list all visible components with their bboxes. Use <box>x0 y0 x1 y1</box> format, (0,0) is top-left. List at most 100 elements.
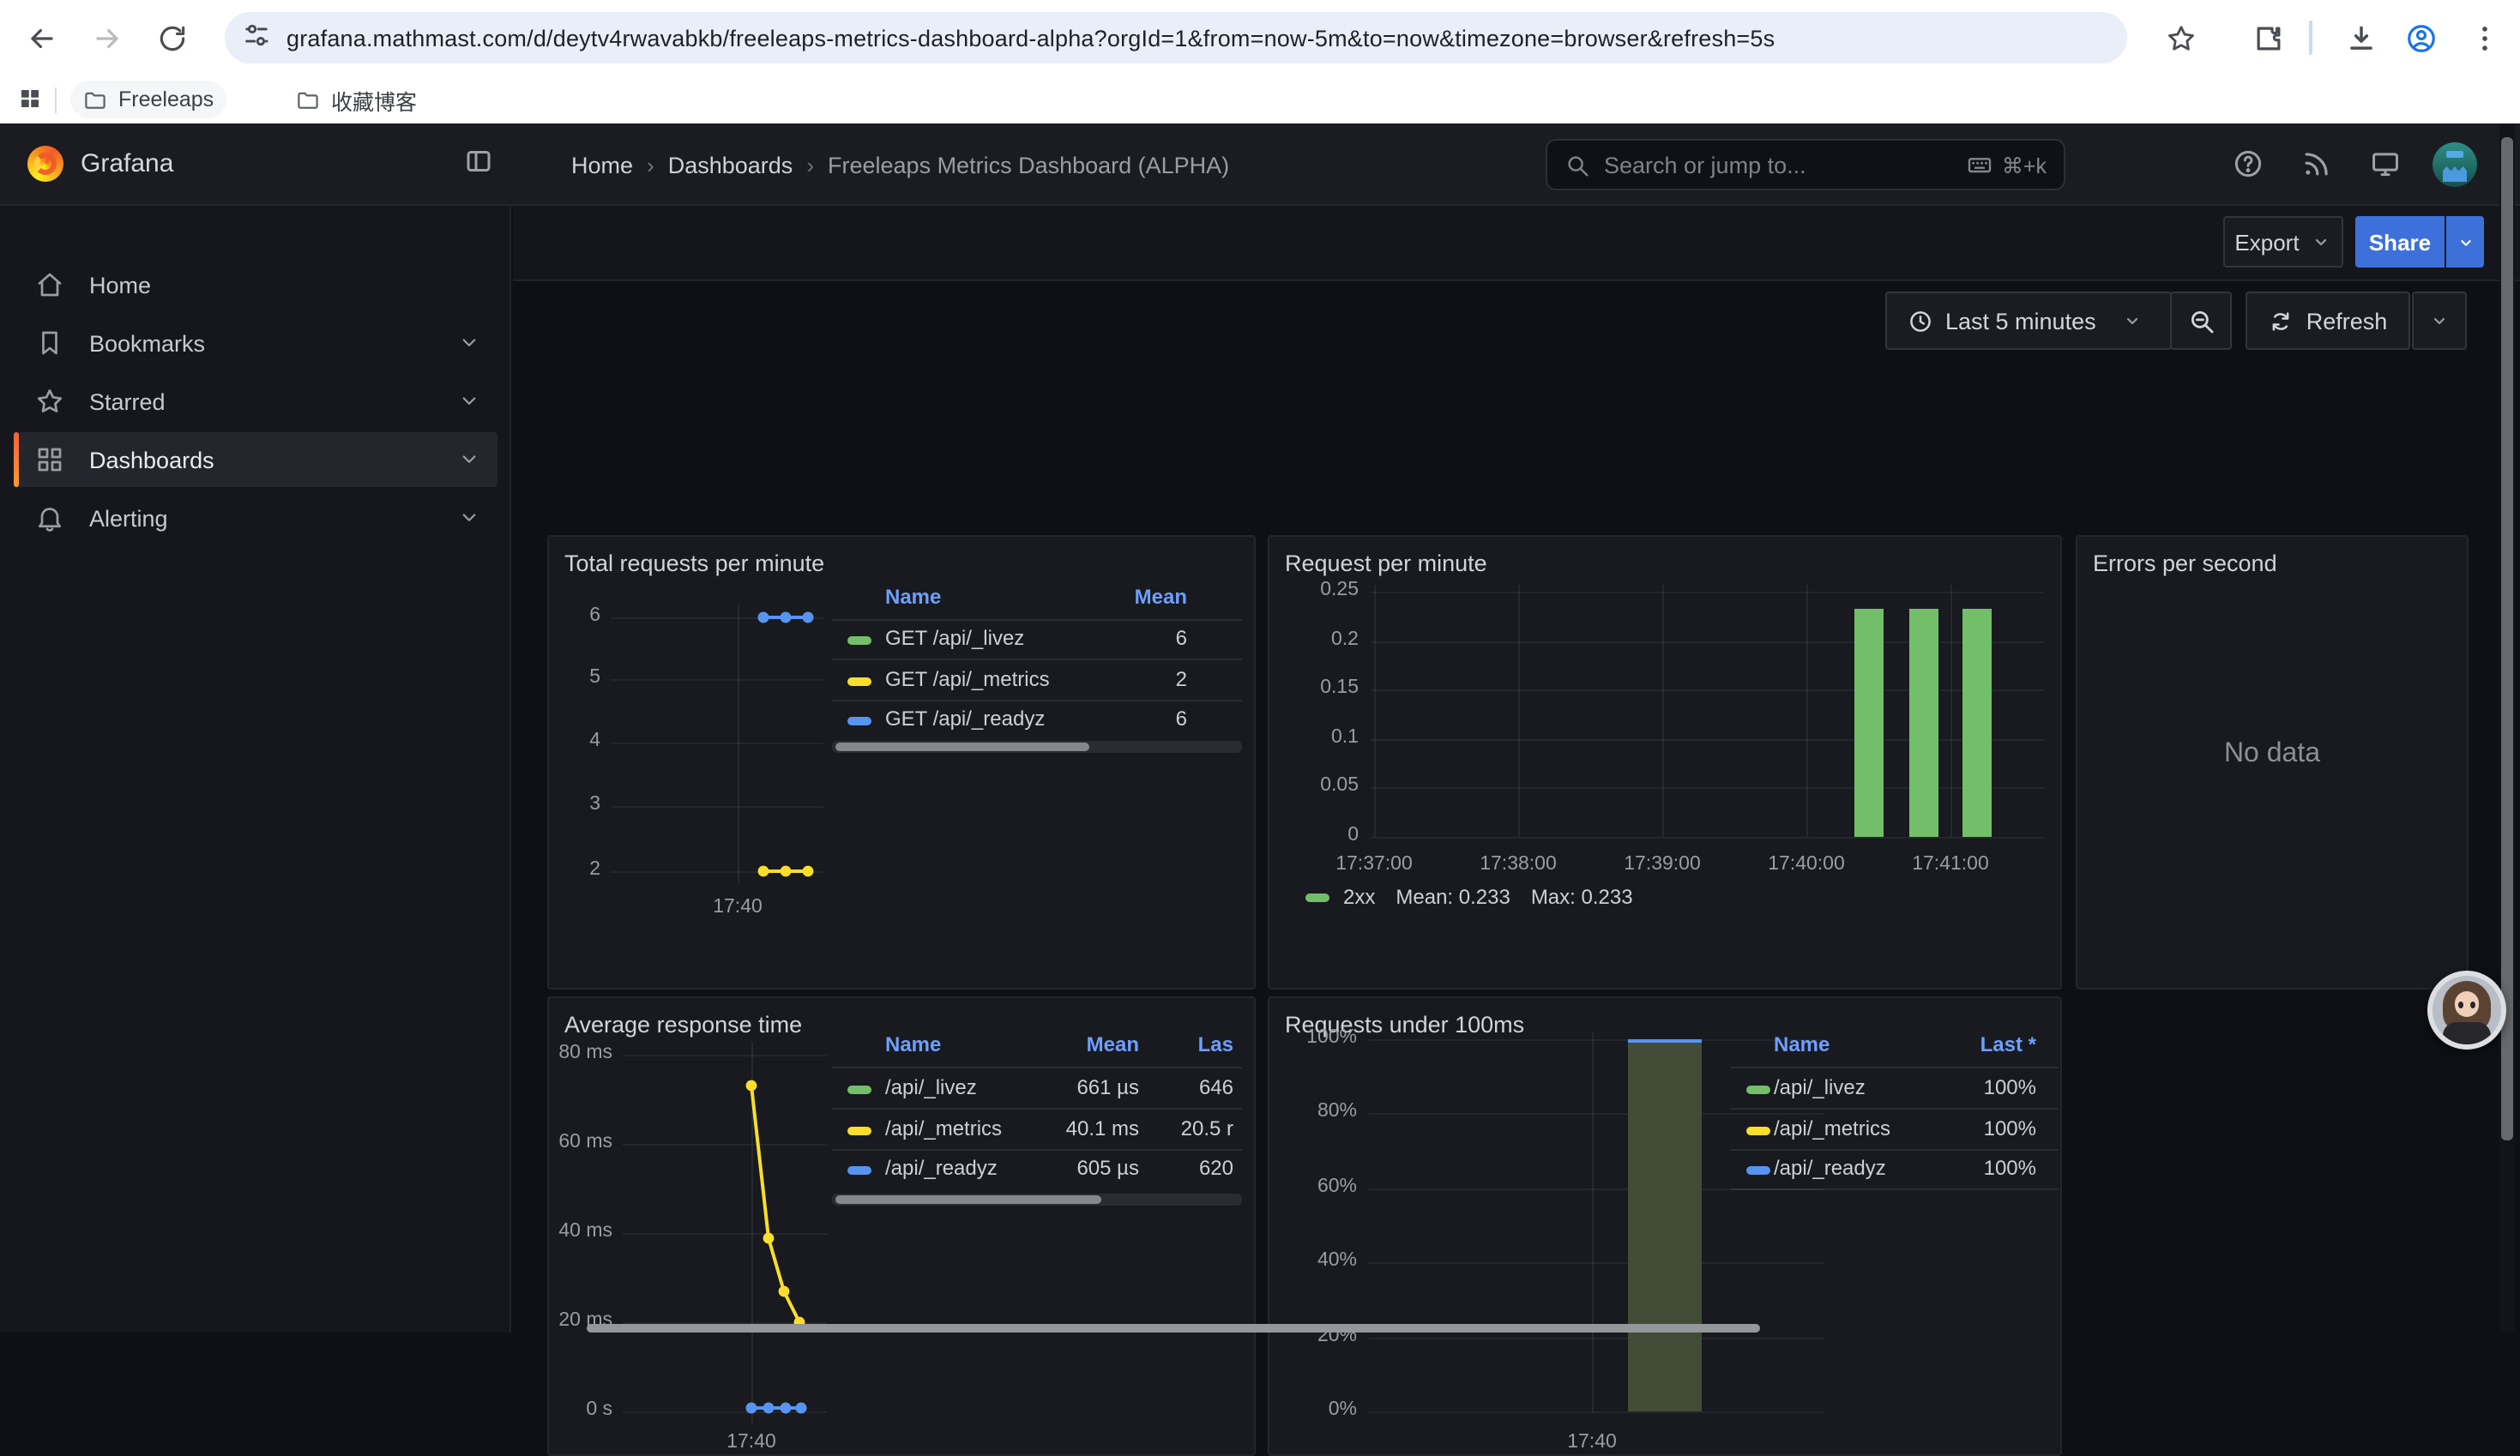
site-settings-icon[interactable] <box>242 21 276 55</box>
legend-scrollbar[interactable] <box>832 1194 1242 1206</box>
legend-header[interactable]: Name <box>885 585 942 609</box>
extensions-button[interactable] <box>2244 14 2292 62</box>
panel-title[interactable]: Errors per second <box>2093 551 2277 576</box>
panel-title[interactable]: Request per minute <box>1285 551 1487 576</box>
legend-header[interactable]: Mean <box>1086 1032 1139 1056</box>
time-controls: Last 5 minutes Refresh <box>513 281 2520 367</box>
breadcrumb-separator: › <box>806 152 814 177</box>
sidebar-item-dashboards[interactable]: Dashboards <box>14 432 497 487</box>
clock-icon <box>1910 310 1931 331</box>
brand[interactable]: Grafana <box>27 146 173 182</box>
page-scrollbar-thumb[interactable] <box>2501 137 2513 1140</box>
y-axis-label: 80 ms <box>558 1043 612 1063</box>
sidebar-item-bookmarks[interactable]: Bookmarks <box>14 316 497 370</box>
legend-series-name[interactable]: /api/_livez <box>1774 1075 1866 1099</box>
legend-series-name[interactable]: GET /api/_readyz <box>885 707 1046 731</box>
legend-series-name[interactable]: /api/_readyz <box>1774 1156 1886 1180</box>
search-input[interactable]: Search or jump to... ⌘+k <box>1546 139 2065 190</box>
legend-header[interactable]: Last * <box>1980 1032 2036 1056</box>
chevron-down-icon[interactable] <box>456 388 484 415</box>
legend-series-name[interactable]: GET /api/_livez <box>885 626 1025 650</box>
news-button[interactable] <box>2300 147 2335 182</box>
share-dropdown-button[interactable] <box>2446 216 2484 268</box>
time-range-button[interactable]: Last 5 minutes <box>1885 292 2172 350</box>
legend-header[interactable]: Name <box>885 1032 942 1056</box>
profile-button[interactable] <box>2396 14 2445 62</box>
panel-title[interactable]: Total requests per minute <box>564 551 825 576</box>
series-swatch[interactable] <box>847 1126 871 1134</box>
breadcrumb-item[interactable]: Home <box>571 152 634 177</box>
bookmark-folder[interactable]: 收藏博客 <box>283 81 429 118</box>
forward-button[interactable] <box>82 14 130 62</box>
series-swatch[interactable] <box>847 1086 871 1094</box>
legend-value: 100% <box>1983 1116 2036 1140</box>
sidebar-item-starred[interactable]: Starred <box>14 374 497 429</box>
breadcrumb-item[interactable]: Dashboards <box>667 152 793 177</box>
legend-row[interactable]: 2xx Mean: 0.233 Max: 0.233 <box>1305 885 1633 909</box>
chevron-down-icon[interactable] <box>456 446 484 473</box>
panel-title[interactable]: Average response time <box>564 1012 803 1038</box>
user-avatar[interactable] <box>2433 142 2477 187</box>
reload-button[interactable] <box>148 14 196 62</box>
display-button[interactable] <box>2369 147 2403 182</box>
gridline <box>611 743 823 744</box>
series-swatch[interactable] <box>847 717 871 725</box>
x-axis-label: 17:40 <box>1567 1432 1617 1453</box>
zoom-out-button[interactable] <box>2170 292 2232 350</box>
apps-button[interactable] <box>7 75 51 120</box>
panel-title[interactable]: Requests under 100ms <box>1285 1012 1525 1038</box>
y-axis-label: 0.05 <box>1320 775 1359 796</box>
help-button[interactable] <box>2232 147 2266 182</box>
sidebar-item-home[interactable]: Home <box>14 257 497 312</box>
refresh-button[interactable]: Refresh <box>2246 292 2410 350</box>
assistant-avatar-button[interactable] <box>2427 971 2506 1050</box>
series-swatch[interactable] <box>1746 1126 1770 1134</box>
collapse-sidebar-button[interactable] <box>463 146 501 184</box>
bookmark-icon <box>42 331 57 355</box>
horizontal-scrollbar-thumb[interactable] <box>587 1324 1760 1333</box>
back-button[interactable] <box>17 14 65 62</box>
legend-series-name[interactable]: /api/_metrics <box>885 1116 1003 1140</box>
series-swatch[interactable] <box>847 1166 871 1175</box>
legend-series-name[interactable]: GET /api/_metrics <box>885 666 1050 690</box>
chevron-down-icon[interactable] <box>456 329 484 357</box>
legend-scrollbar-thumb[interactable] <box>835 1195 1101 1204</box>
browser-menu-button[interactable] <box>2460 14 2508 62</box>
legend-scrollbar-thumb[interactable] <box>835 743 1089 751</box>
url-bar[interactable]: grafana.mathmast.com/d/deytv4rwavabkb/fr… <box>225 12 2127 63</box>
search-icon <box>1564 152 1590 177</box>
y-axis-label: 2 <box>589 859 600 880</box>
reload-icon <box>159 25 184 51</box>
series-swatch[interactable] <box>847 677 871 685</box>
export-button[interactable]: Export <box>2223 216 2343 268</box>
bookmark-folder[interactable]: Freeleaps <box>70 81 226 118</box>
chevron-down-icon <box>2433 317 2445 325</box>
bar <box>1909 609 1938 837</box>
grafana-logo-icon <box>27 146 63 182</box>
legend-divider <box>832 699 1242 701</box>
legend-max-value: Max: 0.233 <box>1530 885 1633 909</box>
legend-series-name[interactable]: /api/_metrics <box>1774 1116 1891 1140</box>
legend-header[interactable]: Las <box>1197 1032 1233 1056</box>
legend-header[interactable]: Name <box>1774 1032 1830 1056</box>
url-text[interactable]: grafana.mathmast.com/d/deytv4rwavabkb/fr… <box>286 25 1775 51</box>
extensions-puzzle-icon <box>2256 26 2280 50</box>
series-swatch[interactable] <box>1746 1166 1770 1175</box>
refresh-interval-button[interactable] <box>2412 292 2467 350</box>
gridline <box>1369 1262 1824 1264</box>
legend-series-name[interactable]: /api/_readyz <box>885 1156 998 1180</box>
legend-scrollbar[interactable] <box>832 741 1242 753</box>
downloads-button[interactable] <box>2336 14 2384 62</box>
series-line <box>750 1085 801 1323</box>
y-axis-label: 80% <box>1317 1101 1357 1122</box>
bookmark-page-button[interactable] <box>2156 14 2204 62</box>
bell-icon <box>38 508 62 532</box>
series-swatch[interactable] <box>847 636 871 645</box>
chevron-down-icon[interactable] <box>456 504 484 532</box>
legend-header[interactable]: Mean <box>1134 585 1187 609</box>
share-button[interactable]: Share <box>2355 216 2445 268</box>
sidebar-item-alerting[interactable]: Alerting <box>14 490 497 545</box>
legend-divider <box>1731 1067 2059 1068</box>
series-swatch[interactable] <box>1746 1086 1770 1094</box>
legend-series-name[interactable]: /api/_livez <box>885 1075 977 1099</box>
